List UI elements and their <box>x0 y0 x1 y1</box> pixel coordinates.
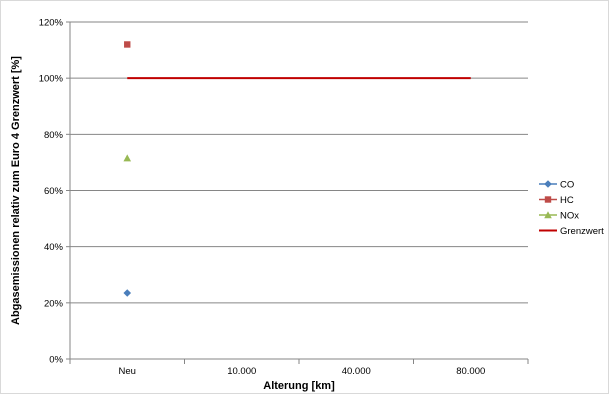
y-axis-title: Abgasemissionen relativ zum Euro 4 Grenz… <box>10 56 22 325</box>
y-tick-label: 60% <box>44 186 64 197</box>
co-point <box>123 289 132 297</box>
legend-grenzwert-label: Grenzwert <box>560 226 604 237</box>
axes-layer: 0% 20% 40% 60% 80% 100% 120% Neu 10.000 40.000 80.… <box>39 18 529 377</box>
y-tick-label: 0% <box>49 355 63 366</box>
series-layer <box>123 41 471 297</box>
x-tick-label: 40.000 <box>342 366 371 377</box>
legend-hc-marker <box>544 196 552 203</box>
x-axis-title: Alterung [km] <box>263 380 335 392</box>
hc-point <box>124 41 131 48</box>
grid-layer <box>70 21 528 304</box>
x-tick-label: 80.000 <box>456 366 485 377</box>
y-tick-label: 40% <box>44 242 64 253</box>
y-tick-label: 20% <box>44 298 64 309</box>
legend-nox-label: NOx <box>560 211 579 222</box>
legend-hc-label: HC <box>560 195 574 206</box>
legend-layer: CO HC NOx Grenzwert <box>539 180 604 237</box>
legend-co-label: CO <box>560 180 574 191</box>
legend-nox-marker <box>544 211 552 219</box>
y-tick-label: 100% <box>39 74 64 85</box>
x-tick-label: Neu <box>119 366 136 377</box>
nox-point <box>123 154 132 162</box>
x-tick-label: 10.000 <box>227 366 256 377</box>
legend-co-marker <box>544 180 552 188</box>
y-tick-label: 80% <box>44 130 64 141</box>
y-tick-label: 120% <box>39 18 64 29</box>
